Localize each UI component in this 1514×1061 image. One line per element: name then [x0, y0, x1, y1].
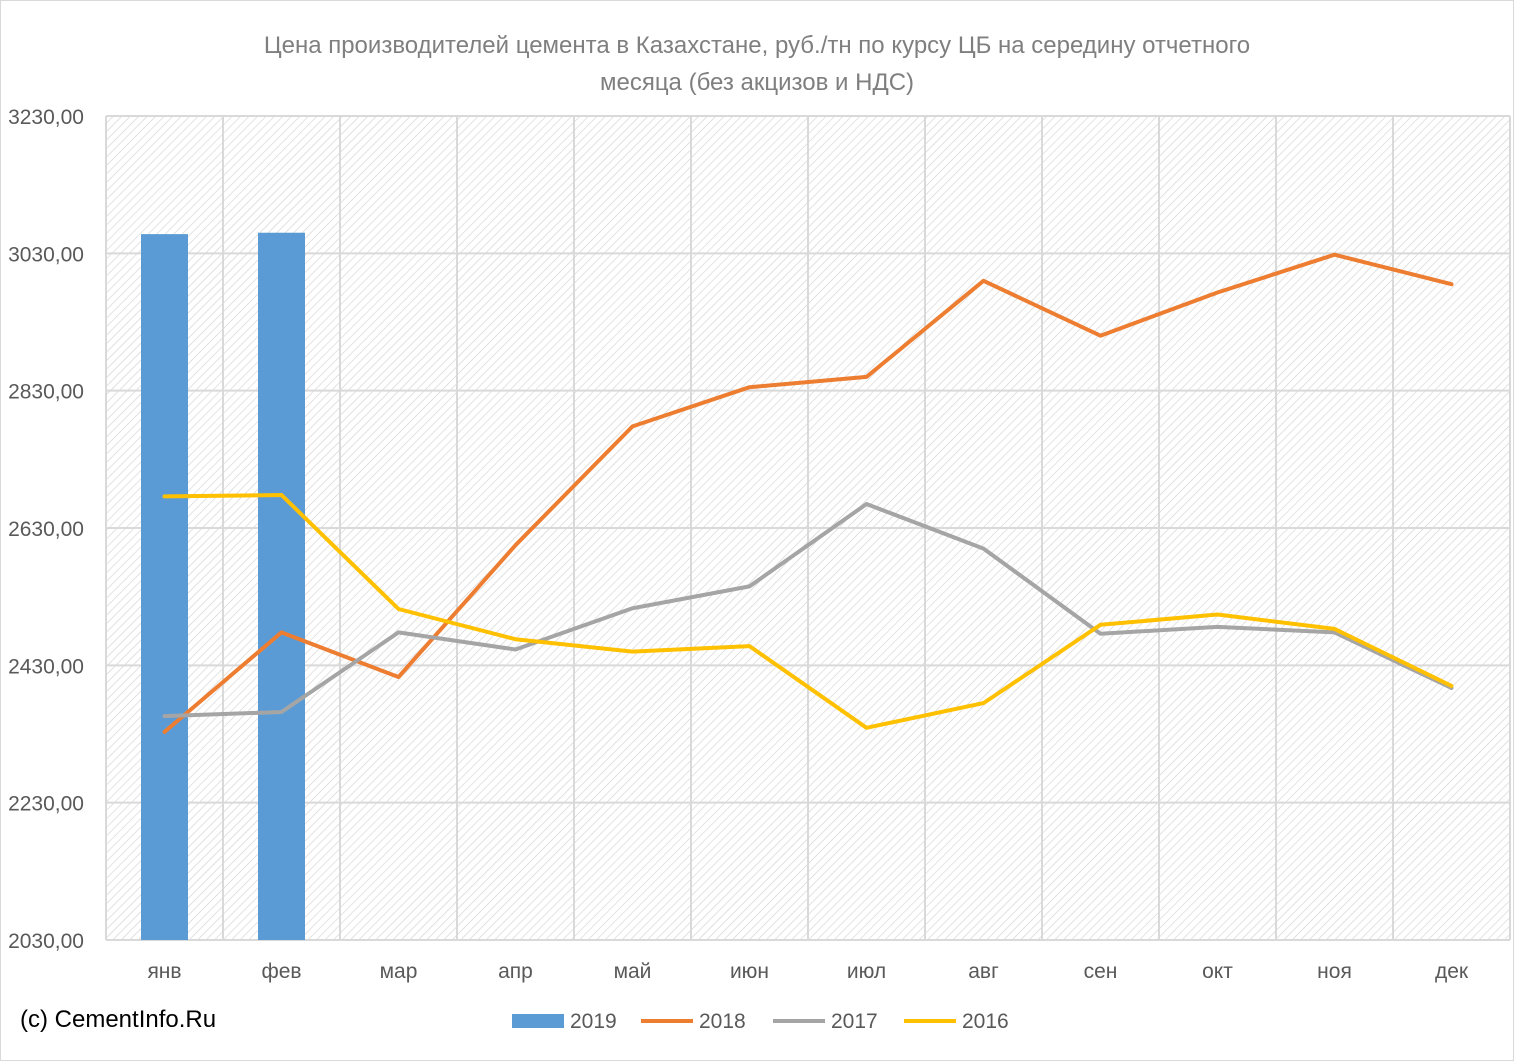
legend-label-2016: 2016: [962, 1010, 1009, 1033]
y-tick-label: 2630,00: [8, 518, 84, 541]
x-tick-label: апр: [498, 960, 533, 983]
y-tick-label: 2030,00: [8, 930, 84, 953]
x-tick-label: янв: [147, 960, 181, 983]
x-tick-label: ноя: [1317, 960, 1352, 983]
y-tick-label: 2830,00: [8, 381, 84, 404]
legend-label-2017: 2017: [831, 1010, 878, 1033]
x-tick-label: фев: [261, 960, 301, 983]
legend-label-2019: 2019: [570, 1010, 617, 1033]
x-tick-label: сен: [1084, 960, 1118, 983]
bar-2019: [258, 232, 305, 940]
line-series-2016: [162, 493, 1454, 730]
x-tick-label: окт: [1202, 960, 1233, 983]
chart-title-line-2: месяца (без акцизов и НДС): [599, 69, 915, 96]
x-tick-label: дек: [1435, 960, 1469, 983]
y-tick-label: 3230,00: [8, 106, 84, 129]
line-series-2018: [162, 252, 1454, 734]
y-tick-label: 2430,00: [8, 655, 84, 678]
line-series-2017: [162, 502, 1454, 719]
x-tick-label: июн: [730, 960, 769, 983]
x-tick-label: мар: [380, 960, 418, 983]
y-tick-label: 2230,00: [8, 793, 84, 816]
x-tick-label: июл: [847, 960, 886, 983]
x-tick-label: авг: [968, 960, 999, 983]
bar-2019: [141, 234, 188, 940]
chart-title-line-1: Цена производителей цемента в Казахстане…: [263, 32, 1251, 59]
legend-label-2018: 2018: [699, 1010, 746, 1033]
legend-swatch-2019: [512, 1014, 564, 1028]
y-tick-label: 3030,00: [8, 243, 84, 266]
x-tick-label: май: [614, 960, 652, 983]
copyright-text: (c) CementInfo.Ru: [20, 1006, 217, 1033]
